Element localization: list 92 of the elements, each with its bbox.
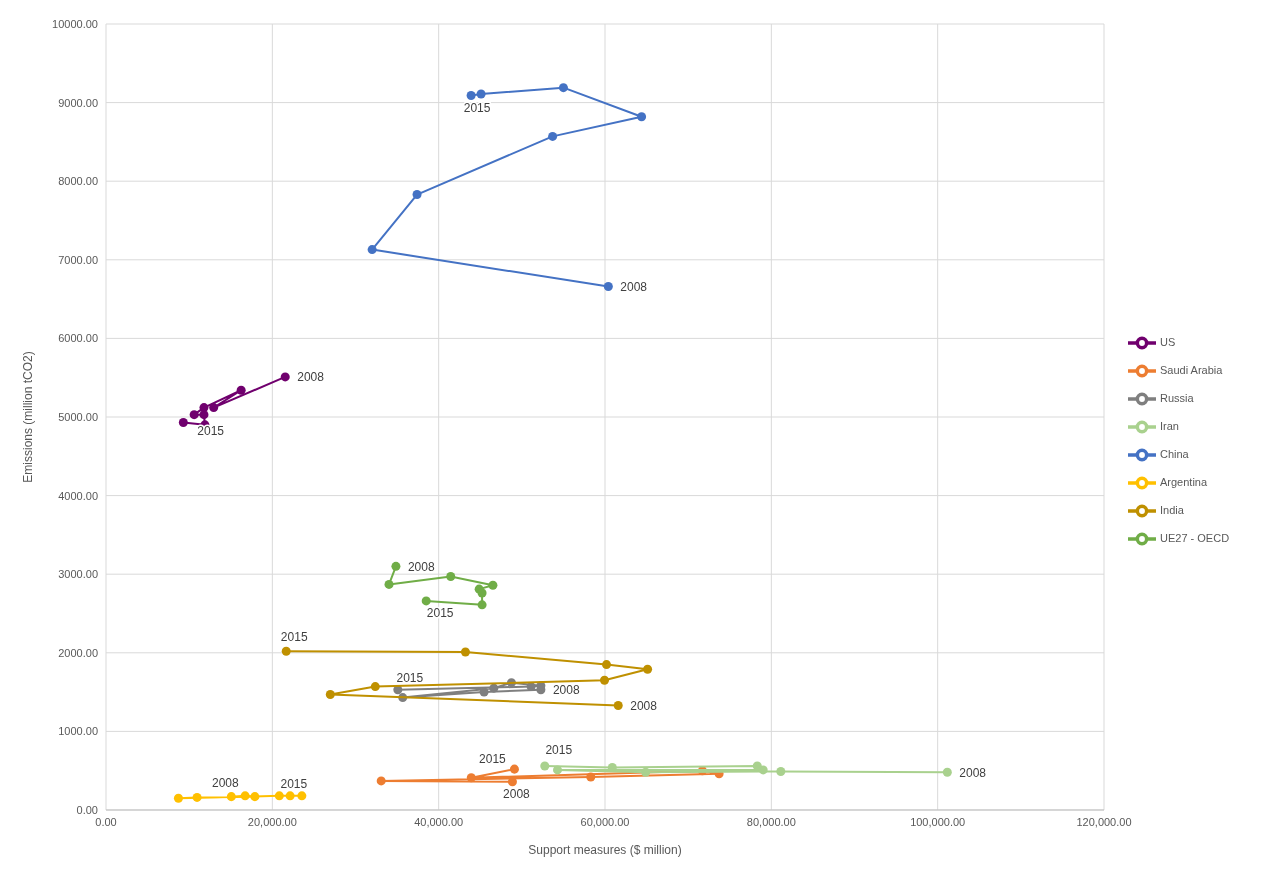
y-tick-label: 0.00: [76, 803, 98, 816]
point: [603, 282, 613, 292]
annotation: 2008: [959, 765, 987, 780]
y-tick-label: 6000.00: [58, 332, 98, 345]
point: [477, 600, 487, 610]
legend-label: Iran: [1160, 419, 1179, 432]
point: [476, 89, 486, 99]
point: [178, 418, 188, 428]
point: [367, 245, 377, 255]
annotation: 2008: [552, 683, 580, 697]
point: [466, 91, 476, 101]
x-tick-label: 100,000.00: [910, 815, 966, 828]
y-tick-label: 7000.00: [58, 253, 98, 266]
annotation: 2008: [503, 787, 531, 802]
legend-label: China: [1160, 447, 1189, 460]
y-tick-label: 1000.00: [58, 725, 98, 738]
point: [370, 682, 380, 692]
point: [641, 767, 651, 777]
annotation: 2015: [545, 742, 573, 757]
annotation: 2008: [211, 775, 239, 790]
legend-label: Saudi Arabia: [1160, 363, 1223, 376]
legend-label: US: [1160, 335, 1176, 348]
y-tick-label: 3000.00: [58, 568, 98, 581]
point: [477, 588, 487, 598]
y-tick-label: 10000.00: [52, 17, 98, 30]
annotation: 2008: [630, 698, 658, 713]
y-tick-label: 2000.00: [58, 646, 98, 659]
x-tick-label: 0.00: [95, 815, 117, 828]
point: [446, 572, 456, 582]
point: [637, 112, 647, 122]
point: [297, 791, 307, 801]
point: [376, 776, 386, 786]
point: [601, 660, 612, 670]
x-tick-label: 80,000.00: [746, 815, 796, 828]
y-axis-title: Emissions (million tCO2): [21, 351, 36, 483]
point: [281, 646, 291, 656]
x-tick-label: 120,000.00: [1076, 815, 1132, 828]
point: [274, 791, 284, 801]
annotation: 2015: [426, 606, 454, 621]
y-tick-label: 4000.00: [58, 489, 98, 502]
point: [189, 410, 199, 420]
point: [192, 792, 202, 802]
x-tick-label: 20,000.00: [247, 815, 297, 828]
point: [586, 772, 596, 782]
annotation: 2015: [479, 752, 507, 767]
legend-label: Argentina: [1160, 475, 1208, 488]
legend-label: UE27 - OECD: [1160, 531, 1230, 544]
point: [460, 647, 470, 657]
x-axis-title: Support measures ($ million): [528, 843, 682, 857]
point: [643, 664, 653, 674]
point: [412, 190, 422, 200]
annotation: 2015: [280, 776, 308, 791]
point: [240, 791, 250, 801]
point: [599, 675, 610, 685]
annotation: 2015: [396, 670, 424, 685]
x-tick-label: 60,000.00: [580, 815, 630, 828]
point: [236, 385, 246, 395]
annotation: 2015: [463, 101, 491, 116]
point: [553, 765, 563, 775]
point: [250, 792, 260, 802]
point: [548, 131, 558, 141]
point: [391, 561, 401, 571]
point: [466, 773, 476, 783]
legend-label: Russia: [1160, 391, 1194, 404]
annotation: 2008: [297, 370, 325, 385]
legend-label: India: [1160, 503, 1184, 516]
annotation: 2008: [407, 559, 435, 574]
point: [285, 791, 295, 801]
point: [942, 767, 952, 777]
point: [209, 403, 219, 413]
point: [613, 700, 623, 710]
point: [488, 580, 498, 590]
point: [199, 410, 209, 420]
point: [173, 793, 183, 803]
point: [384, 579, 394, 589]
point: [325, 689, 335, 699]
y-tick-label: 5000.00: [58, 410, 98, 423]
point: [540, 761, 550, 771]
annotation: 2015: [197, 423, 225, 438]
point: [776, 766, 786, 776]
point: [509, 764, 519, 774]
point: [558, 83, 568, 93]
x-tick-label: 40,000.00: [414, 815, 464, 828]
annotation: 2015: [280, 630, 308, 645]
point: [226, 792, 236, 802]
point: [280, 372, 290, 382]
point: [421, 596, 431, 606]
point: [479, 687, 489, 697]
annotation: 2008: [620, 279, 648, 294]
y-tick-label: 8000.00: [58, 175, 98, 188]
y-tick-label: 9000.00: [58, 96, 98, 109]
point: [489, 683, 499, 693]
